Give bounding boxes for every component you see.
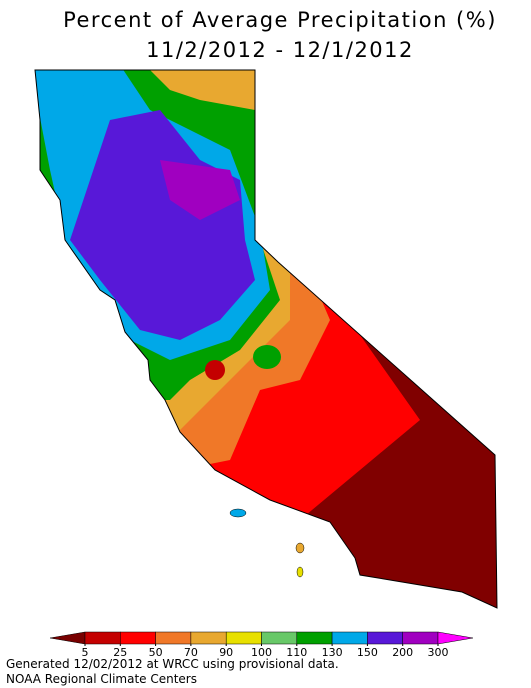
legend-tick-label: 50: [149, 646, 163, 659]
legend-tick-label: 200: [392, 646, 413, 659]
island: [295, 542, 305, 554]
state-outline: [34, 69, 498, 609]
legend-tick-label: 90: [219, 646, 233, 659]
legend-tick-label: 100: [251, 646, 272, 659]
legend-tick-label: 70: [184, 646, 198, 659]
legend-swatch: [120, 631, 156, 645]
title: Percent of Average Precipitation (%): [63, 8, 497, 32]
precipitation-field: [35, 70, 497, 608]
legend-tick-label: 5: [82, 646, 89, 659]
legend-swatch: [84, 631, 121, 645]
legend-swatch: [331, 631, 368, 645]
subtitle: 11/2/2012 - 12/1/2012: [146, 38, 414, 62]
color-legend: 5 25 50 70 90 100 110 130 150 200 300: [49, 631, 474, 659]
legend-tick-label: 300: [428, 646, 449, 659]
footer-line: NOAA Regional Climate Centers: [6, 672, 197, 686]
legend-swatch: [261, 631, 298, 645]
legend-arrow-low: [49, 631, 86, 645]
legend-tick-label: 110: [286, 646, 307, 659]
legend-swatch: [190, 631, 227, 645]
legend-swatch: [296, 631, 333, 645]
footer-line: Generated 12/02/2012 at WRCC using provi…: [6, 657, 339, 671]
legend-tick-label: 150: [357, 646, 378, 659]
legend-swatch: [225, 631, 262, 645]
legend-tick-label: 130: [322, 646, 343, 659]
island: [296, 566, 304, 578]
legend-tick-label: 25: [113, 646, 127, 659]
legend-arrow-high: [437, 631, 474, 645]
legend-swatch: [402, 631, 439, 645]
island: [229, 508, 247, 518]
legend-swatch: [367, 631, 403, 645]
legend-swatch: [155, 631, 192, 645]
